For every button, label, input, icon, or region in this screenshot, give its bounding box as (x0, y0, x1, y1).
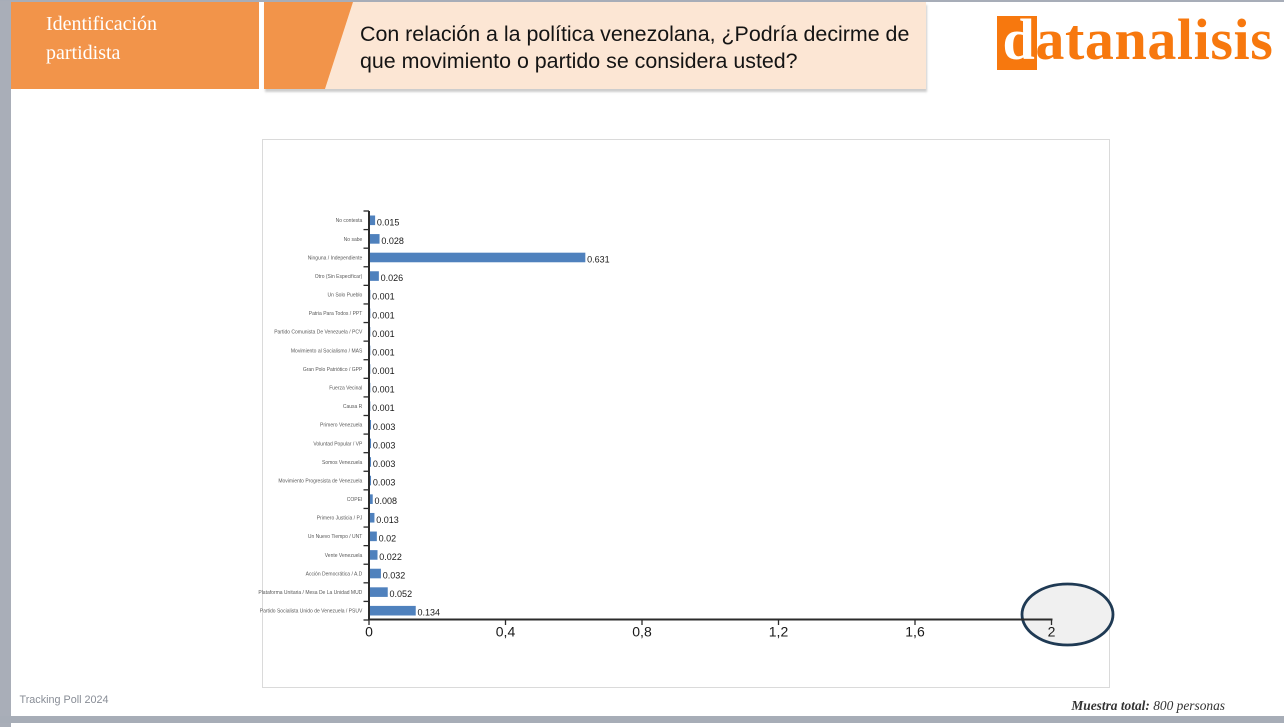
svg-text:Un Nuevo Tiempo / UNT: Un Nuevo Tiempo / UNT (308, 534, 362, 540)
svg-text:0.001: 0.001 (372, 292, 395, 302)
svg-text:0.026: 0.026 (381, 273, 404, 283)
svg-text:COPEI: COPEI (347, 497, 363, 503)
svg-text:0.001: 0.001 (372, 329, 395, 339)
svg-text:0,8: 0,8 (632, 624, 652, 640)
svg-text:0.003: 0.003 (373, 478, 396, 488)
svg-text:Otro (Sin Especificar): Otro (Sin Especificar) (315, 274, 363, 280)
svg-text:0.008: 0.008 (375, 496, 398, 506)
svg-text:0.631: 0.631 (587, 254, 610, 264)
svg-text:Partido Comunista De Venezuela: Partido Comunista De Venezuela / PCV (274, 330, 363, 336)
svg-text:Plataforma Unitaria / Mesa De: Plataforma Unitaria / Mesa De La Unidad … (258, 590, 362, 596)
svg-text:1,6: 1,6 (905, 624, 925, 640)
svg-text:0.001: 0.001 (372, 310, 395, 320)
svg-text:Somos Venezuela: Somos Venezuela (322, 460, 363, 466)
svg-text:0,4: 0,4 (496, 624, 516, 640)
svg-text:Voluntad Popular / VP: Voluntad Popular / VP (313, 441, 363, 447)
svg-text:Primero Venezuela: Primero Venezuela (320, 423, 362, 429)
svg-text:0.134: 0.134 (418, 608, 441, 618)
svg-text:0.001: 0.001 (372, 366, 395, 376)
svg-text:1,2: 1,2 (769, 624, 789, 640)
svg-text:Patria Para Todos / PPT: Patria Para Todos / PPT (309, 311, 363, 317)
svg-text:0.015: 0.015 (377, 217, 400, 227)
svg-text:0.003: 0.003 (373, 440, 396, 450)
svg-text:Movimiento Progresista de Vene: Movimiento Progresista de Venezuela (278, 478, 362, 484)
svg-text:2: 2 (1048, 624, 1056, 640)
svg-text:0.013: 0.013 (376, 515, 399, 525)
svg-text:Partido Socialista Unido de Ve: Partido Socialista Unido de Venezuela / … (260, 609, 363, 615)
svg-text:0.001: 0.001 (372, 385, 395, 395)
svg-text:0.022: 0.022 (379, 552, 402, 562)
svg-text:Acción Democrática / A.D: Acción Democrática / A.D (306, 571, 363, 577)
svg-text:0.02: 0.02 (379, 533, 397, 543)
svg-text:No sabe: No sabe (344, 237, 363, 243)
svg-text:Vente Venezuela: Vente Venezuela (325, 553, 363, 559)
svg-text:0.003: 0.003 (373, 422, 396, 432)
svg-text:Fuerza Vecinal: Fuerza Vecinal (329, 386, 362, 392)
svg-text:0.001: 0.001 (372, 403, 395, 413)
svg-text:Movimiento al Socialismo / MAS: Movimiento al Socialismo / MAS (291, 348, 363, 354)
svg-text:0.032: 0.032 (383, 571, 406, 581)
svg-text:No contesta: No contesta (336, 218, 363, 224)
svg-text:Un Solo Pueblo: Un Solo Pueblo (328, 293, 363, 299)
svg-text:Gran Polo Patriótico / GPP: Gran Polo Patriótico / GPP (303, 367, 363, 373)
svg-text:0: 0 (365, 624, 373, 640)
svg-text:Ninguna / Independiente: Ninguna / Independiente (308, 255, 363, 261)
svg-text:0.001: 0.001 (372, 347, 395, 357)
svg-text:0.052: 0.052 (390, 589, 413, 599)
svg-text:Causa R: Causa R (343, 404, 363, 410)
svg-text:0.003: 0.003 (373, 459, 396, 469)
svg-text:Primero Justicia / PJ: Primero Justicia / PJ (317, 516, 363, 522)
svg-text:0.028: 0.028 (381, 236, 404, 246)
